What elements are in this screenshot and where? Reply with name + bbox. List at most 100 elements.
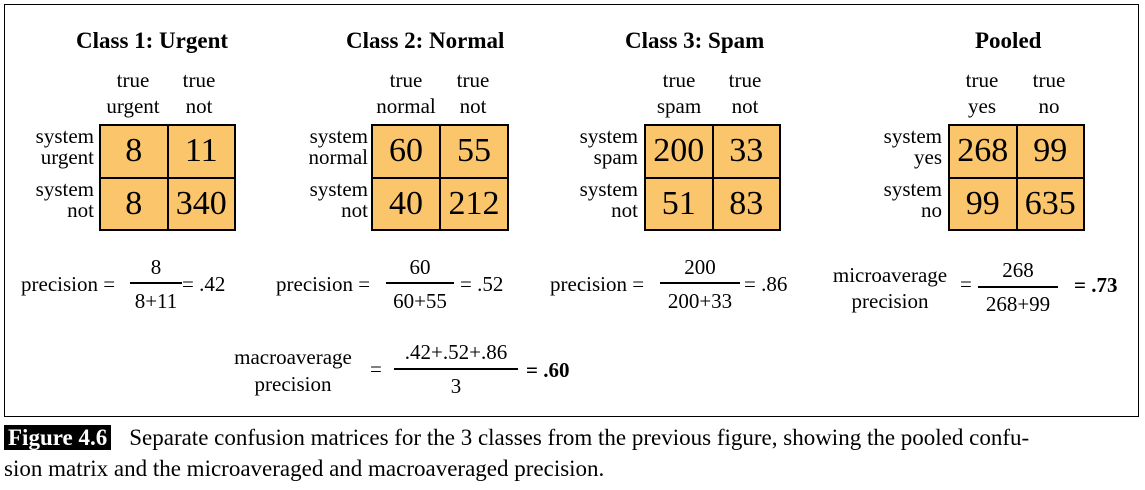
row-header-line: system	[309, 177, 368, 201]
microaverage-label: microaverage precision	[826, 262, 954, 314]
caption-text-line2: sion matrix and the microaveraged and ma…	[4, 456, 605, 481]
matrix-cell-fn: 51	[645, 177, 713, 230]
col-header-line: true	[389, 68, 423, 92]
precision-result-urgent: = .42	[182, 272, 226, 296]
macroaverage-numerator: .42+.52+.86	[404, 340, 508, 364]
matrix-cell-fn: 8	[100, 177, 168, 230]
panel-title-pooled: Pooled	[975, 28, 1042, 53]
col-header-line: true	[662, 68, 696, 92]
precision-numerator-normal: 60	[409, 255, 431, 279]
macroaverage-label-line: precision	[254, 372, 332, 396]
row-header-system-no: system no	[864, 179, 942, 221]
microaverage-label-line: microaverage	[832, 263, 948, 287]
col-header-true-not: true not	[168, 67, 230, 119]
precision-numerator-spam: 200	[684, 255, 716, 279]
col-header-line: not	[459, 94, 487, 118]
col-header-line: true	[182, 68, 216, 92]
matrix-cell-fp: 33	[712, 125, 780, 178]
row-header-line: system	[579, 177, 638, 201]
row-header-line: not	[611, 198, 638, 222]
confusion-matrix-urgent: 8 11 8 340	[99, 124, 236, 231]
matrix-cell-fp: 99	[1016, 125, 1084, 178]
precision-numerator-urgent: 8	[150, 255, 162, 279]
matrix-cell-fn: 40	[372, 177, 440, 230]
caption-text-line1: Separate confusion matrices for the 3 cl…	[129, 425, 1030, 450]
matrix-cell-fp: 11	[167, 125, 235, 178]
col-header-line: not	[185, 94, 213, 118]
confusion-matrix-pooled: 268 99 99 635	[948, 124, 1085, 231]
fraction-bar	[978, 286, 1058, 288]
microaverage-equals: =	[960, 272, 972, 296]
col-header-line: spam	[656, 94, 702, 118]
row-header-line: system	[35, 124, 94, 148]
microaverage-numerator: 268	[1002, 258, 1034, 282]
row-header-line: yes	[914, 145, 942, 169]
precision-label-spam: precision =	[550, 272, 645, 296]
macroaverage-result: = .60	[526, 358, 570, 382]
panel-title-spam: Class 3: Spam	[625, 28, 765, 53]
row-header-line: not	[67, 198, 94, 222]
precision-result-normal: = .52	[460, 272, 504, 296]
fraction-bar	[660, 282, 740, 284]
col-header-line: no	[1038, 94, 1060, 118]
row-header-line: system	[883, 124, 942, 148]
precision-label-normal: precision =	[276, 272, 371, 296]
row-header-system-yes: system yes	[864, 126, 942, 168]
figure-frame	[4, 4, 1139, 417]
matrix-cell-tp: 60	[372, 125, 440, 178]
fraction-bar	[386, 282, 454, 284]
matrix-cell-tp: 8	[100, 125, 168, 178]
row-header-line: urgent	[40, 145, 94, 169]
row-header-system-not: system not	[284, 179, 368, 221]
col-header-line: yes	[968, 94, 996, 118]
panel-title-urgent: Class 1: Urgent	[76, 28, 229, 53]
col-header-line: not	[731, 94, 759, 118]
microaverage-label-line: precision	[851, 289, 929, 313]
row-header-line: system	[579, 124, 638, 148]
row-header-system-urgent: system urgent	[14, 126, 94, 168]
matrix-cell-tn: 212	[440, 177, 508, 230]
col-header-true-not: true not	[713, 67, 777, 119]
matrix-cell-tn: 635	[1016, 177, 1084, 230]
row-header-system-spam: system spam	[558, 126, 638, 168]
col-header-true-urgent: true urgent	[102, 67, 164, 119]
precision-denominator-urgent: 8+11	[134, 289, 178, 313]
col-header-line: true	[456, 68, 490, 92]
col-header-line: true	[728, 68, 762, 92]
microaverage-result: = .73	[1074, 273, 1118, 297]
figure-caption: Figure 4.6 Separate confusion matrices fo…	[4, 422, 1140, 484]
matrix-cell-tn: 83	[712, 177, 780, 230]
matrix-cell-tp: 268	[949, 125, 1017, 178]
precision-denominator-normal: 60+55	[393, 289, 447, 313]
row-header-system-not: system not	[558, 179, 638, 221]
col-header-true-normal: true normal	[372, 67, 440, 119]
macroaverage-label-line: macroaverage	[234, 345, 352, 369]
row-header-system-normal: system normal	[284, 126, 368, 168]
col-header-true-not: true not	[441, 67, 505, 119]
row-header-line: system	[35, 177, 94, 201]
matrix-cell-tp: 200	[645, 125, 713, 178]
panel-title-normal: Class 2: Normal	[346, 28, 505, 53]
matrix-cell-tn: 340	[167, 177, 235, 230]
macroaverage-denominator: 3	[450, 374, 462, 398]
macroaverage-label: macroaverage precision	[227, 344, 359, 398]
row-header-line: normal	[308, 145, 368, 169]
fraction-bar	[394, 368, 518, 370]
row-header-line: not	[341, 198, 368, 222]
row-header-line: spam	[593, 145, 638, 169]
col-header-line: true	[965, 68, 999, 92]
precision-label-urgent: precision =	[21, 272, 116, 296]
row-header-line: no	[921, 198, 942, 222]
col-header-true-yes: true yes	[950, 67, 1014, 119]
row-header-line: system	[883, 177, 942, 201]
matrix-cell-fp: 55	[440, 125, 508, 178]
col-header-true-spam: true spam	[646, 67, 712, 119]
col-header-line: true	[1032, 68, 1066, 92]
row-header-system-not: system not	[14, 179, 94, 221]
macroaverage-equals: =	[370, 357, 382, 381]
fraction-bar	[130, 282, 182, 284]
row-header-line: system	[309, 124, 368, 148]
precision-result-spam: = .86	[744, 272, 788, 296]
precision-denominator-spam: 200+33	[667, 289, 733, 313]
col-header-line: urgent	[106, 94, 160, 118]
